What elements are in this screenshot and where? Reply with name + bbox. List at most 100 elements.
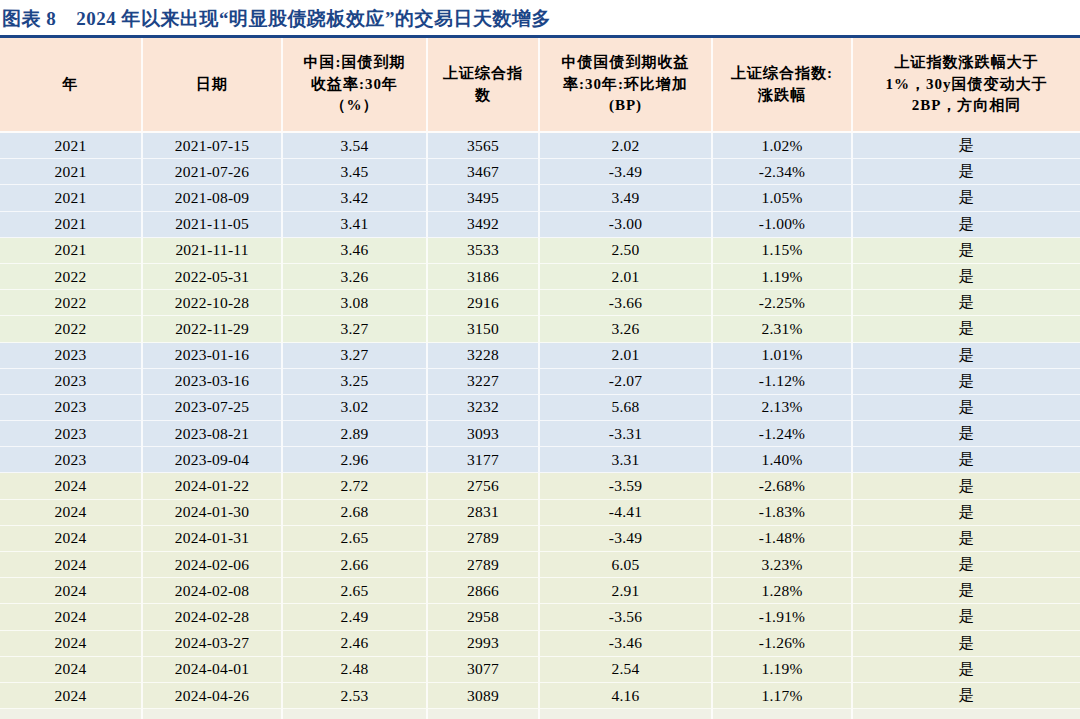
figure-title: 图表 8 2024 年以来出现“明显股债跷板效应”的交易日天数增多 — [0, 0, 1080, 32]
figure-label: 图表 8 — [2, 6, 56, 32]
table-cell: 2023 — [0, 421, 143, 447]
table-cell: 2958 — [428, 604, 540, 630]
table-cell: 2789 — [428, 526, 540, 552]
table-cell: 2.01 — [540, 343, 713, 369]
table-cell: 6.05 — [540, 552, 713, 578]
table-body: 20212021-07-153.5435652.021.02%是20212021… — [0, 133, 1080, 709]
table-row: 20222022-05-313.2631862.011.19%是 — [0, 264, 1080, 290]
table-cell: -3.56 — [540, 604, 713, 630]
table-row: 20242024-01-312.652789-3.49-1.48%是 — [0, 526, 1080, 552]
table-row: 20212021-08-093.4234953.491.05%是 — [0, 185, 1080, 211]
table-cell: 3.41 — [283, 212, 428, 238]
table-cell: 1.15% — [713, 238, 853, 264]
table-row: 20242024-03-272.462993-3.46-1.26%是 — [0, 631, 1080, 657]
table-row: 20232023-08-212.893093-3.31-1.24%是 — [0, 421, 1080, 447]
table-cell: -3.59 — [540, 473, 713, 499]
table-cell: 3.46 — [283, 238, 428, 264]
table-row: 20232023-07-253.0232325.682.13%是 — [0, 395, 1080, 421]
table-cell: 2021-08-09 — [143, 185, 283, 211]
table-cell: 3227 — [428, 369, 540, 395]
table-cell: 1.19% — [713, 657, 853, 683]
table-cell: 2.13% — [713, 395, 853, 421]
table-cell: 2.49 — [283, 604, 428, 630]
table-row: 20212021-07-263.453467-3.49-2.34%是 — [0, 159, 1080, 185]
table-cell: -2.25% — [713, 290, 853, 316]
table-cell: -1.83% — [713, 500, 853, 526]
table-cell: 3495 — [428, 185, 540, 211]
table-cell: 是 — [853, 526, 1080, 552]
table-cell: 是 — [853, 552, 1080, 578]
table-cell: -1.12% — [713, 369, 853, 395]
table-cell: -2.68% — [713, 473, 853, 499]
table-cell: 2024 — [0, 683, 143, 709]
table-cell: 2.96 — [283, 447, 428, 473]
table-cell: -2.07 — [540, 369, 713, 395]
table-cell: 2024-01-22 — [143, 473, 283, 499]
table-cell: 是 — [853, 159, 1080, 185]
table-cell: 3.27 — [283, 343, 428, 369]
table-cell: 2022-10-28 — [143, 290, 283, 316]
data-table: 年日期中国:国债到期 收益率:30年 （%）上证综合指 数中债国债到期收益 率:… — [0, 38, 1080, 719]
table-cell: 2022-05-31 — [143, 264, 283, 290]
table-cell: 2.65 — [283, 526, 428, 552]
table-cell — [713, 709, 853, 719]
table-cell — [428, 709, 540, 719]
table-cell: 3.54 — [283, 133, 428, 159]
column-header: 日期 — [143, 38, 283, 133]
table-cell: 3.02 — [283, 395, 428, 421]
table-cell: -2.34% — [713, 159, 853, 185]
table-row: 20222022-10-283.082916-3.66-2.25%是 — [0, 290, 1080, 316]
table-cell: 2021 — [0, 212, 143, 238]
report-figure-page: 图表 8 2024 年以来出现“明显股债跷板效应”的交易日天数增多 年日期中国:… — [0, 0, 1080, 719]
table-cell: 是 — [853, 683, 1080, 709]
table-cell: 是 — [853, 343, 1080, 369]
table-cell: 2021-11-11 — [143, 238, 283, 264]
table-cell — [143, 709, 283, 719]
table-cell: 2024-01-30 — [143, 500, 283, 526]
table-cell: 2024-04-26 — [143, 683, 283, 709]
table-cell: 是 — [853, 316, 1080, 342]
table-cell: 3089 — [428, 683, 540, 709]
table-cell: 2.54 — [540, 657, 713, 683]
table-cell: 是 — [853, 133, 1080, 159]
table-cell: 2024 — [0, 604, 143, 630]
table-cell: 2.50 — [540, 238, 713, 264]
table-cell: 1.40% — [713, 447, 853, 473]
table-cell: 2.02 — [540, 133, 713, 159]
table-row: 20222022-11-293.2731503.262.31%是 — [0, 316, 1080, 342]
table-cell: 2021 — [0, 159, 143, 185]
table-cell: 2024 — [0, 473, 143, 499]
table-cell: 3.42 — [283, 185, 428, 211]
table-cell: 2023-07-25 — [143, 395, 283, 421]
table-cell: 2866 — [428, 578, 540, 604]
table-cell: 是 — [853, 473, 1080, 499]
table-cell: 2.53 — [283, 683, 428, 709]
table-cell: 2.46 — [283, 631, 428, 657]
table-cell — [0, 709, 143, 719]
table-row: 20242024-02-282.492958-3.56-1.91%是 — [0, 604, 1080, 630]
table-cell: 2024-03-27 — [143, 631, 283, 657]
table-cell: 2831 — [428, 500, 540, 526]
table-cell: 2.66 — [283, 552, 428, 578]
table-cell: 5.68 — [540, 395, 713, 421]
table-cell: 是 — [853, 290, 1080, 316]
column-header: 年 — [0, 38, 143, 133]
table-cell: 2024-02-28 — [143, 604, 283, 630]
table-row: 20212021-11-053.413492-3.00-1.00%是 — [0, 212, 1080, 238]
table-cell: 2.65 — [283, 578, 428, 604]
table-row: 20232023-03-163.253227-2.07-1.12%是 — [0, 369, 1080, 395]
table-row: 20242024-01-302.682831-4.41-1.83%是 — [0, 500, 1080, 526]
table-cell: 2021 — [0, 185, 143, 211]
table-cell: 2993 — [428, 631, 540, 657]
table-row: 20242024-04-262.5330894.161.17%是 — [0, 683, 1080, 709]
table-cell: -3.49 — [540, 526, 713, 552]
table-row: 20242024-02-082.6528662.911.28%是 — [0, 578, 1080, 604]
table-row: 20232023-01-163.2732282.011.01%是 — [0, 343, 1080, 369]
table-cell: 是 — [853, 578, 1080, 604]
table-cell: 2023-01-16 — [143, 343, 283, 369]
table-cell: 3232 — [428, 395, 540, 421]
table-cell: 1.17% — [713, 683, 853, 709]
table-cell: 2916 — [428, 290, 540, 316]
table-cell — [283, 709, 428, 719]
table-cell: 是 — [853, 185, 1080, 211]
